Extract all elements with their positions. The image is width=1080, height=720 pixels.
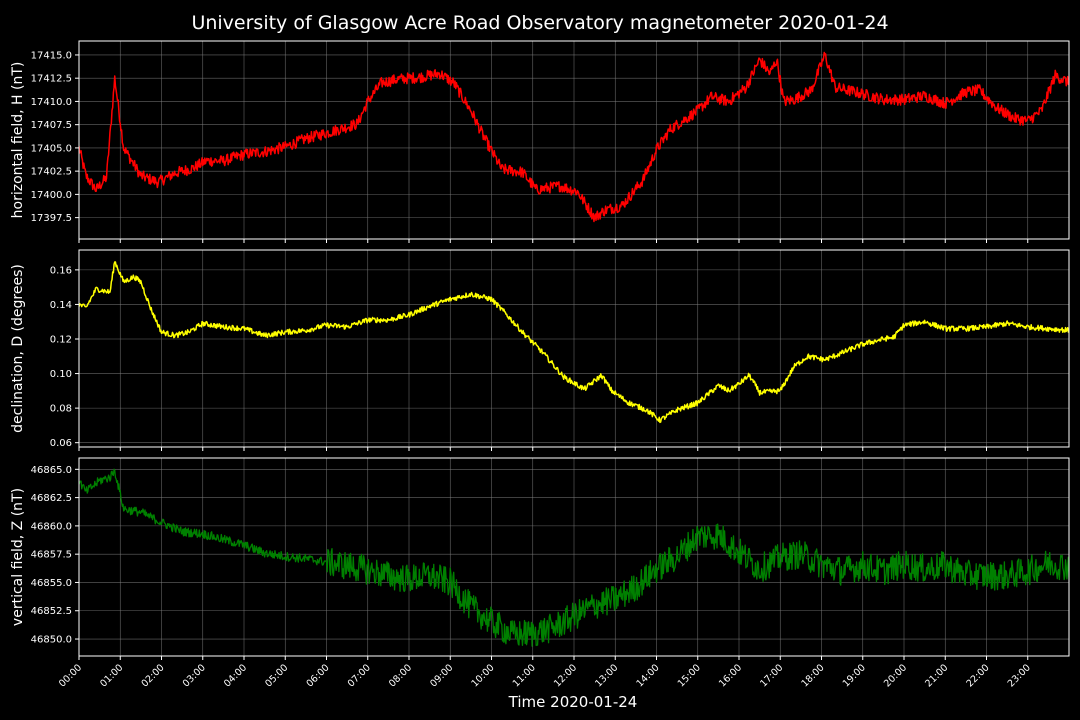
- x-axis-label: Time 2020-01-24: [508, 693, 638, 711]
- plot-frame: [78, 40, 1070, 240]
- y-tick-label: 46850.0: [31, 635, 72, 646]
- panel-1: 17397.5 17400.0 17402.5 17405.0 17407.5 17410…: [10, 40, 1070, 243]
- y-tick-label: 46860.0: [31, 521, 72, 532]
- panel-2: 0.06 0.08 0.10 0.12 0.14 0.16 declination, D (…: [10, 249, 1070, 451]
- y-tick-label: 17405.0: [31, 143, 72, 154]
- series-line-Z: [79, 468, 1069, 647]
- plot-frame: [78, 457, 1070, 657]
- chart-title: University of Glasgow Acre Road Observat…: [191, 12, 888, 34]
- y-tick-label: 17410.0: [31, 97, 72, 108]
- y-tick-label: 0.10: [50, 369, 72, 380]
- y-axis-label: horizontal field, H (nT): [10, 62, 26, 219]
- plot-frame: [78, 249, 1070, 448]
- y-tick-label: 17412.5: [31, 74, 72, 85]
- y-axis-label: vertical field, Z (nT): [10, 488, 26, 626]
- y-tick-label: 17415.0: [31, 50, 72, 61]
- y-tick-label: 17407.5: [31, 120, 72, 131]
- y-tick-label: 46862.5: [31, 493, 72, 504]
- panel-3: 46850.0 46852.5 46855.0 46857.5 46860.0 46862…: [10, 457, 1070, 660]
- y-tick-label: 0.16: [50, 265, 72, 276]
- y-axis-label: declination, D (degrees): [10, 264, 26, 433]
- y-tick-label: 17402.5: [31, 167, 72, 178]
- series-line-H: [79, 51, 1069, 223]
- y-tick-label: 0.06: [50, 438, 72, 449]
- y-tick-label: 46857.5: [31, 550, 72, 561]
- y-tick-label: 46855.0: [31, 578, 72, 589]
- y-tick-label: 0.08: [50, 404, 72, 415]
- y-tick-label: 0.12: [50, 334, 72, 345]
- y-tick-label: 17397.5: [31, 213, 72, 224]
- y-tick-label: 46852.5: [31, 606, 72, 617]
- y-tick-label: 0.14: [50, 300, 72, 311]
- series-line-D: [79, 261, 1069, 424]
- y-tick-label: 46865.0: [31, 465, 72, 476]
- y-tick-label: 17400.0: [31, 190, 72, 201]
